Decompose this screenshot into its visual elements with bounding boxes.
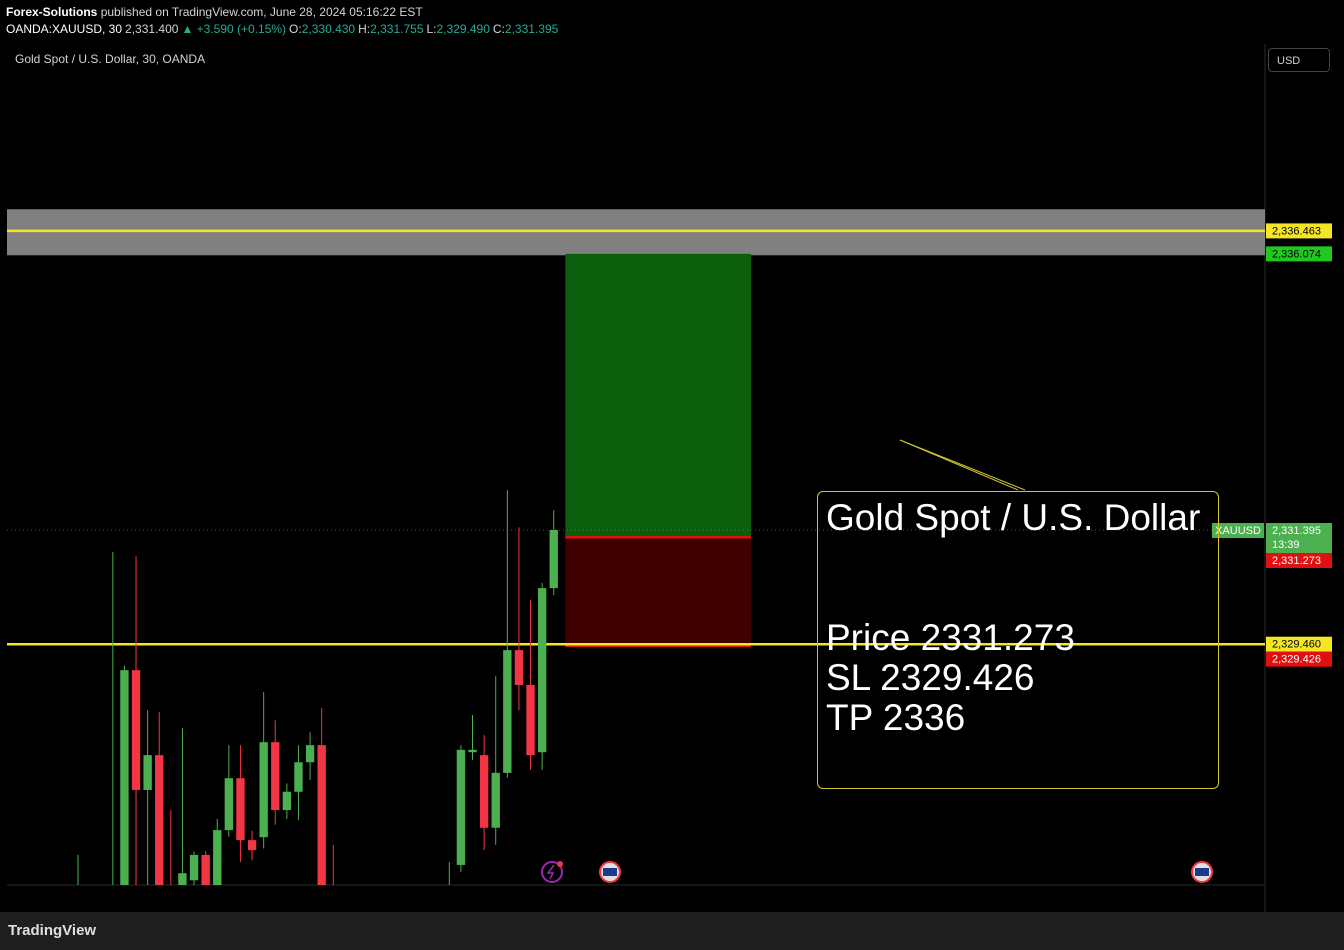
callout-line: TP 2336 [826,697,966,738]
candle-body [167,890,175,902]
candle-body [178,873,187,885]
publish-line: Forex-Solutions published on TradingView… [6,5,426,19]
candle-body [143,755,152,790]
zone [7,209,1265,256]
price-badge [1266,246,1332,262]
price-badge [1266,223,1332,239]
price-label: 2,336.074 [1272,248,1321,260]
candle-body [120,670,129,885]
footer-bar: TradingView [0,912,1344,950]
candle-body [503,650,512,773]
candle-body [456,749,466,865]
callout-lines: Price 2331.273 SL 2329.426 TP 2336 [826,618,1210,738]
candle-body [155,755,164,885]
event-icon[interactable] [599,861,621,883]
ohlc-label: O: [289,22,302,36]
current-price-badge [1266,523,1332,554]
callout-line: Price 2331.273 [826,617,1075,658]
candle-body [259,742,268,838]
candle-body [514,650,524,685]
candle-body [201,854,210,885]
candle-body [294,762,303,792]
candle-body [189,854,199,881]
price-badge [1266,636,1332,652]
candle-body [213,830,222,885]
candle-body [549,530,558,589]
candle-body [305,745,315,763]
candle-body [491,772,500,828]
callout: Gold Spot / U.S. Dollar Price 2331.273 SL… [817,491,1219,789]
published: published on TradingView.com, June 28, 2… [100,5,423,19]
candle-body [109,890,117,912]
current-price-label: 2,331.395 [1272,525,1321,537]
symbol: OANDA:XAUUSD, 30 [6,22,123,36]
callout-line: SL 2329.426 [826,657,1035,698]
event-icon[interactable] [1191,861,1213,883]
price-badge [1266,553,1332,569]
ohlc-value: 2,330.430 [301,22,356,36]
candle-body [236,778,245,841]
candle-body [282,791,292,811]
price-label: 2,331.273 [1272,555,1321,567]
candle-body [131,670,141,790]
candle-body [445,890,453,908]
ohlc-value: 2,331.755 [370,22,424,36]
candle-body [74,890,82,896]
callout-title: Gold Spot / U.S. Dollar [826,497,1201,538]
candle-body [317,745,326,885]
chart: 2,336.463 2,336.074 2,331.395 13:39 XAUUSD 2,… [7,44,1332,912]
ohlc-value: 2,331.395 [504,22,559,36]
change: ▲ +3.590 (+0.15%) [181,22,287,36]
event-icon[interactable] [541,861,563,883]
ohlc-label: C: [492,22,505,36]
symbol-label: XAUUSD [1215,525,1261,537]
chart-legend-title: Gold Spot / U.S. Dollar, 30, OANDA [15,52,205,66]
price-label: 2,336.463 [1272,225,1321,237]
loss-zone [565,537,751,647]
symbol-badge [1212,523,1264,539]
price-badge [1266,651,1332,667]
last: 2,331.400 [125,22,179,36]
countdown: 13:39 [1272,539,1300,551]
candle-body [468,749,477,753]
candle-body [537,588,547,753]
candle-body [224,778,234,831]
ohlc-value: 2,329.490 [436,22,490,36]
ohlc-label: H: [358,22,371,36]
price-label: 2,329.426 [1272,654,1321,666]
quote-line: OANDA:XAUUSD, 30 2,331.400 ▲ +3.590 (+0.15… [6,22,561,36]
ohlc-label: L: [426,22,437,36]
footer-logo: TradingView [8,922,97,939]
candle-body [247,840,257,851]
candle-body [271,742,280,811]
profit-zone [565,253,751,538]
candle-body [526,684,535,756]
callout-connector [899,439,1019,491]
price-label: 2,329.460 [1272,639,1321,651]
currency-button[interactable]: USD [1268,48,1330,72]
author: Forex-Solutions [6,5,98,19]
candle-body [329,890,337,902]
candle-body [479,755,489,828]
